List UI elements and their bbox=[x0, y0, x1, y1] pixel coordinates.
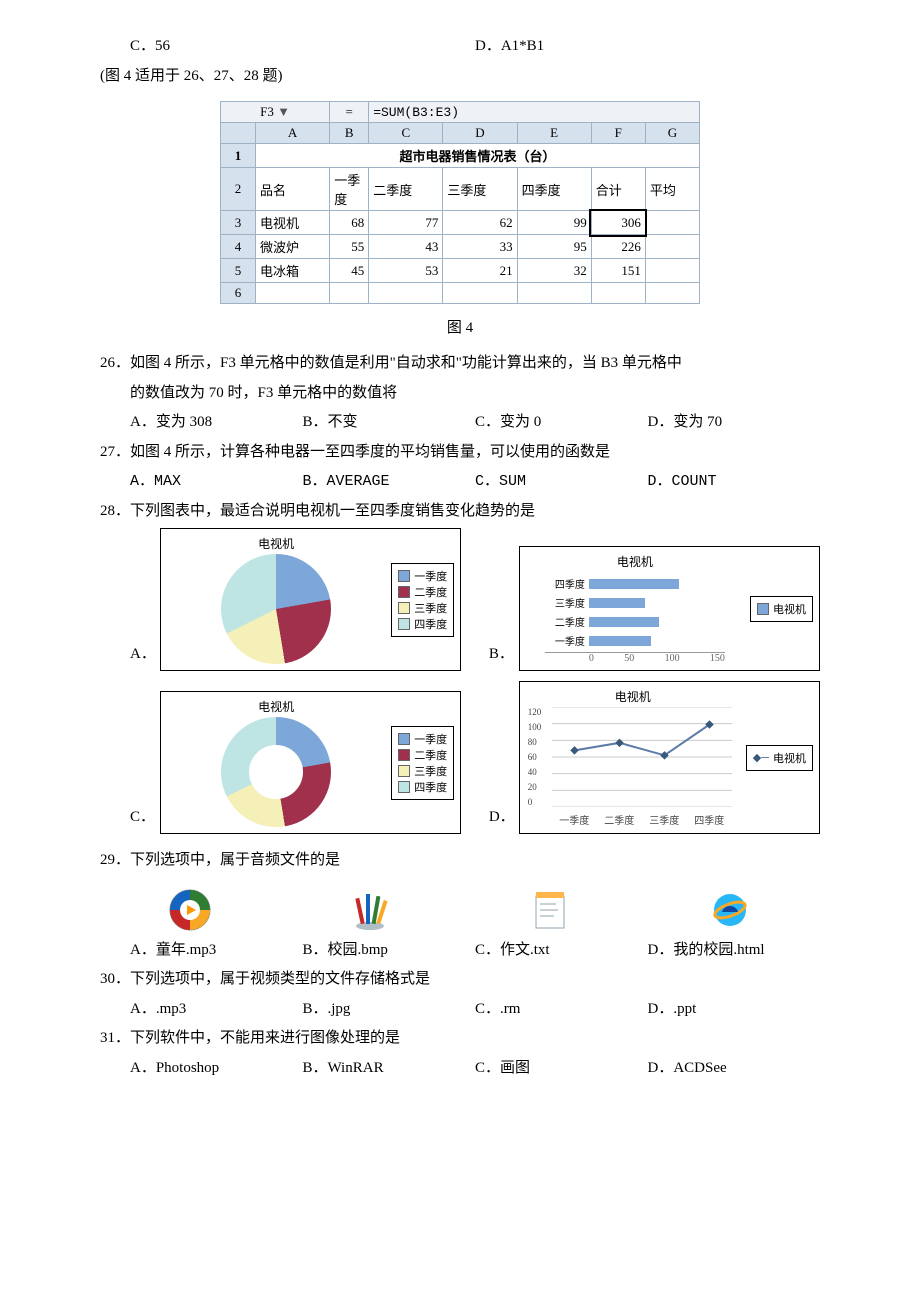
q29-options: A．童年.mp3 B．校园.bmp C．作文.txt D．我的校园.html bbox=[100, 938, 820, 964]
bar-chart: 电视机 四季度三季度二季度一季度050100150 电视机 bbox=[519, 546, 820, 671]
pie-icon bbox=[221, 554, 331, 664]
excel-figure: F3 ▼ = =SUM(B3:E3) A B C D E F G 1 超市电器销… bbox=[220, 101, 700, 304]
q30-D: D．.ppt bbox=[648, 997, 821, 1023]
q27-B: B．AVERAGE bbox=[303, 469, 476, 495]
chart-legend: 一季度二季度三季度四季度 bbox=[391, 563, 454, 637]
hdr-2: 二季度 bbox=[369, 168, 443, 211]
col-D: D bbox=[443, 123, 517, 144]
col-C: C bbox=[369, 123, 443, 144]
prev-question-options: C．56 D．A1*B1 bbox=[100, 34, 820, 60]
hdr-0: 品名 bbox=[256, 168, 330, 211]
q31-A: A．Photoshop bbox=[130, 1056, 303, 1082]
q30-B: B．.jpg bbox=[303, 997, 476, 1023]
q26-stem-1: 26．如图 4 所示，F3 单元格中的数值是利用"自动求和"功能计算出来的，当 … bbox=[100, 351, 820, 377]
q28-A-label: A． bbox=[130, 642, 160, 671]
q29-icons bbox=[100, 888, 820, 932]
q31-D: D．ACDSee bbox=[648, 1056, 821, 1082]
hdr-3: 三季度 bbox=[443, 168, 517, 211]
hdr-6: 平均 bbox=[645, 168, 699, 211]
q26-options: A．变为 308 B．不变 C．变为 0 D．变为 70 bbox=[100, 410, 820, 436]
q29-A: A．童年.mp3 bbox=[130, 938, 303, 964]
q26-C: C．变为 0 bbox=[475, 410, 648, 436]
col-A: A bbox=[256, 123, 330, 144]
q31-stem: 31．下列软件中，不能用来进行图像处理的是 bbox=[100, 1026, 820, 1052]
q28-B-label: B． bbox=[489, 642, 519, 671]
q27-A: A．MAX bbox=[130, 469, 303, 495]
table-row: 4 微波炉 55 43 33 95 226 bbox=[221, 235, 700, 259]
hdr-5: 合计 bbox=[591, 168, 645, 211]
namebox: F3 bbox=[260, 104, 274, 119]
q30-A: A．.mp3 bbox=[130, 997, 303, 1023]
col-F: F bbox=[591, 123, 645, 144]
table-row: 5 电冰箱 45 53 21 32 151 bbox=[221, 259, 700, 283]
chart-legend: 电视机 bbox=[750, 596, 813, 622]
formula-bar: =SUM(B3:E3) bbox=[369, 102, 700, 123]
notepad-icon bbox=[528, 888, 572, 932]
q31-B: B．WinRAR bbox=[303, 1056, 476, 1082]
q28-D-label: D． bbox=[489, 805, 519, 834]
hdr-4: 四季度 bbox=[517, 168, 591, 211]
q31-options: A．Photoshop B．WinRAR C．画图 D．ACDSee bbox=[100, 1056, 820, 1082]
q26-B: B．不变 bbox=[303, 410, 476, 436]
q29-B: B．校园.bmp bbox=[303, 938, 476, 964]
media-player-icon bbox=[168, 888, 212, 932]
q28-C-label: C． bbox=[130, 805, 160, 834]
q31-C: C．画图 bbox=[475, 1056, 648, 1082]
col-G: G bbox=[645, 123, 699, 144]
table-row: 3 电视机 68 77 62 99 306 bbox=[221, 211, 700, 235]
hdr-1: 一季度 bbox=[330, 168, 369, 211]
line-plot: 020406080100120 一季度二季度三季度四季度 bbox=[528, 707, 738, 827]
chart-legend: 一季度二季度三季度四季度 bbox=[391, 726, 454, 800]
q28-stem: 28．下列图表中，最适合说明电视机一至四季度销售变化趋势的是 bbox=[100, 499, 820, 525]
q27-stem: 27．如图 4 所示，计算各种电器一至四季度的平均销售量，可以使用的函数是 bbox=[100, 440, 820, 466]
q27-D: D．COUNT bbox=[648, 469, 821, 495]
q29-stem: 29．下列选项中，属于音频文件的是 bbox=[100, 848, 820, 874]
q30-options: A．.mp3 B．.jpg C．.rm D．.ppt bbox=[100, 997, 820, 1023]
col-E: E bbox=[517, 123, 591, 144]
line-chart: 电视机 020406080100120 一季度二季度三季度四季度 ◆─电视机 bbox=[519, 681, 820, 834]
q26-stem-2: 的数值改为 70 时，F3 单元格中的数值将 bbox=[100, 381, 820, 407]
donut-chart: 电视机 一季度二季度三季度四季度 bbox=[160, 691, 461, 834]
sheet-title: 超市电器销售情况表（台） bbox=[256, 144, 700, 168]
col-B: B bbox=[330, 123, 369, 144]
internet-explorer-icon bbox=[708, 888, 752, 932]
chart-legend: ◆─电视机 bbox=[746, 745, 813, 771]
pie-chart: 电视机 一季度二季度三季度四季度 bbox=[160, 528, 461, 671]
figure-caption: 图 4 bbox=[100, 316, 820, 337]
q30-stem: 30．下列选项中，属于视频类型的文件存储格式是 bbox=[100, 967, 820, 993]
donut-icon bbox=[221, 717, 331, 827]
q29-C: C．作文.txt bbox=[475, 938, 648, 964]
q26-A: A．变为 308 bbox=[130, 410, 303, 436]
figure-scope-note: (图 4 适用于 26、27、28 题) bbox=[100, 64, 820, 90]
option-d: D．A1*B1 bbox=[475, 34, 820, 60]
hbars-plot: 四季度三季度二季度一季度050100150 bbox=[545, 572, 725, 664]
paint-brushes-icon bbox=[348, 888, 392, 932]
q27-C: C．SUM bbox=[475, 469, 648, 495]
option-c: C．56 bbox=[130, 34, 475, 60]
q29-D: D．我的校园.html bbox=[648, 938, 821, 964]
q30-C: C．.rm bbox=[475, 997, 648, 1023]
q26-D: D．变为 70 bbox=[648, 410, 821, 436]
q27-options: A．MAX B．AVERAGE C．SUM D．COUNT bbox=[100, 469, 820, 495]
